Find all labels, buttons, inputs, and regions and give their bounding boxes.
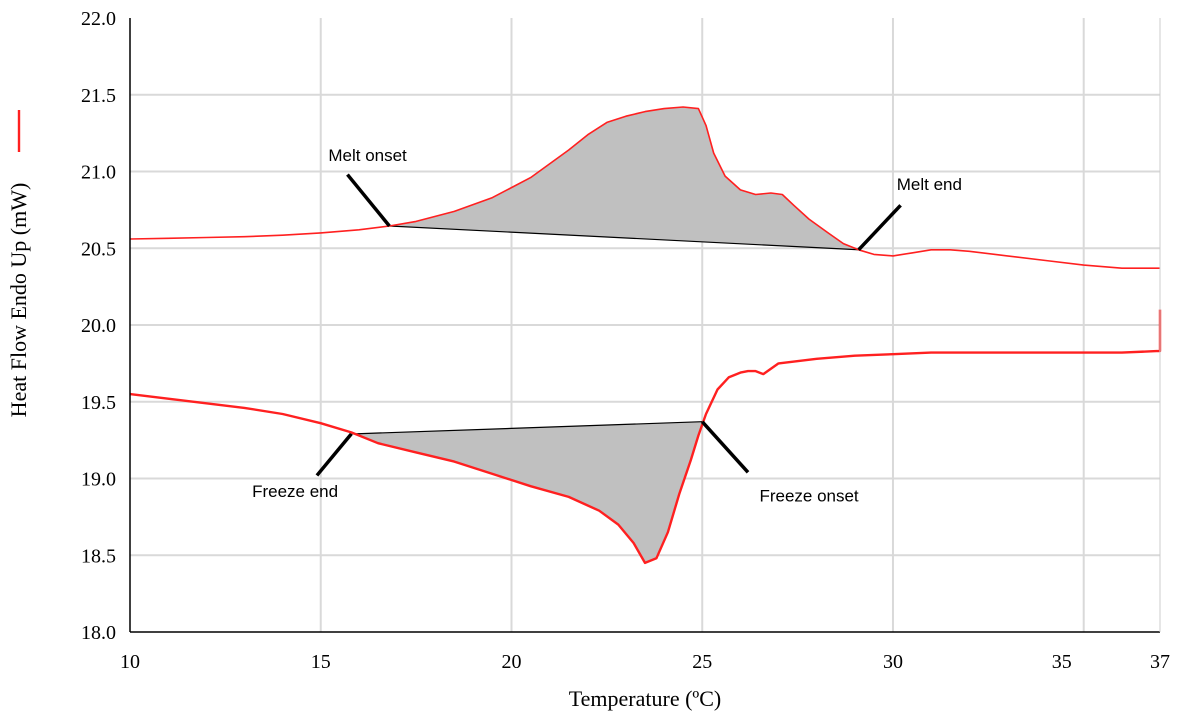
y-tick-label: 19.5 — [81, 392, 116, 414]
peak-area — [389, 107, 859, 250]
x-tick-label: 37 — [1150, 651, 1170, 673]
series-line — [129, 309, 1162, 565]
annotations: Melt onset Melt end Freeze end Freeze onset — [252, 146, 962, 506]
peak-area — [351, 421, 703, 563]
annotation-pointer — [857, 204, 902, 251]
y-tick-label: 19.0 — [81, 469, 116, 491]
x-tick-label: 25 — [692, 651, 712, 673]
x-tick-label: 35 — [1052, 651, 1072, 673]
x-axis-title: Temperature (ºC) — [569, 686, 722, 711]
annotation-pointer — [315, 432, 353, 477]
annotation-pointer — [346, 173, 391, 228]
y-tick-label: 21.5 — [81, 85, 116, 107]
x-tick-labels: 10 15 20 25 30 35 37 — [120, 651, 1170, 673]
y-tick-label: 22.0 — [81, 8, 116, 30]
y-tick-labels: 18.0 18.5 19.0 19.5 20.0 20.5 21.0 21.5 22.0 — [81, 8, 116, 644]
series-line — [129, 106, 1160, 269]
annotation-label: Melt end — [897, 175, 962, 194]
baseline-line — [351, 421, 703, 435]
x-tick-label: 30 — [883, 651, 903, 673]
y-tick-label: 18.5 — [81, 545, 116, 567]
annotation-label: Freeze onset — [759, 487, 858, 506]
y-tick-label: 20.0 — [81, 315, 116, 337]
annotation-label: Freeze end — [252, 482, 338, 501]
integration-baselines — [351, 225, 859, 435]
y-axis-title: Heat Flow Endo Up (mW) — [6, 183, 31, 418]
x-tick-label: 10 — [120, 651, 140, 673]
plot-frame — [129, 18, 1161, 633]
y-tick-label: 20.5 — [81, 238, 116, 260]
annotation-label: Melt onset — [328, 146, 407, 165]
heat-flow-curves — [129, 106, 1162, 565]
y-tick-label: 18.0 — [81, 622, 116, 644]
baseline-line — [389, 225, 859, 251]
annotation-pointer — [700, 420, 750, 474]
x-tick-label: 20 — [501, 651, 521, 673]
x-tick-label: 15 — [311, 651, 331, 673]
y-tick-label: 21.0 — [81, 162, 116, 184]
